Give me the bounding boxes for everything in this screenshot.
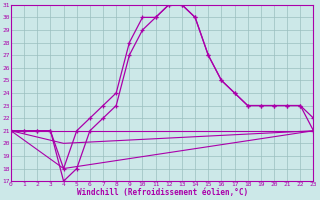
X-axis label: Windchill (Refroidissement éolien,°C): Windchill (Refroidissement éolien,°C)	[77, 188, 248, 197]
